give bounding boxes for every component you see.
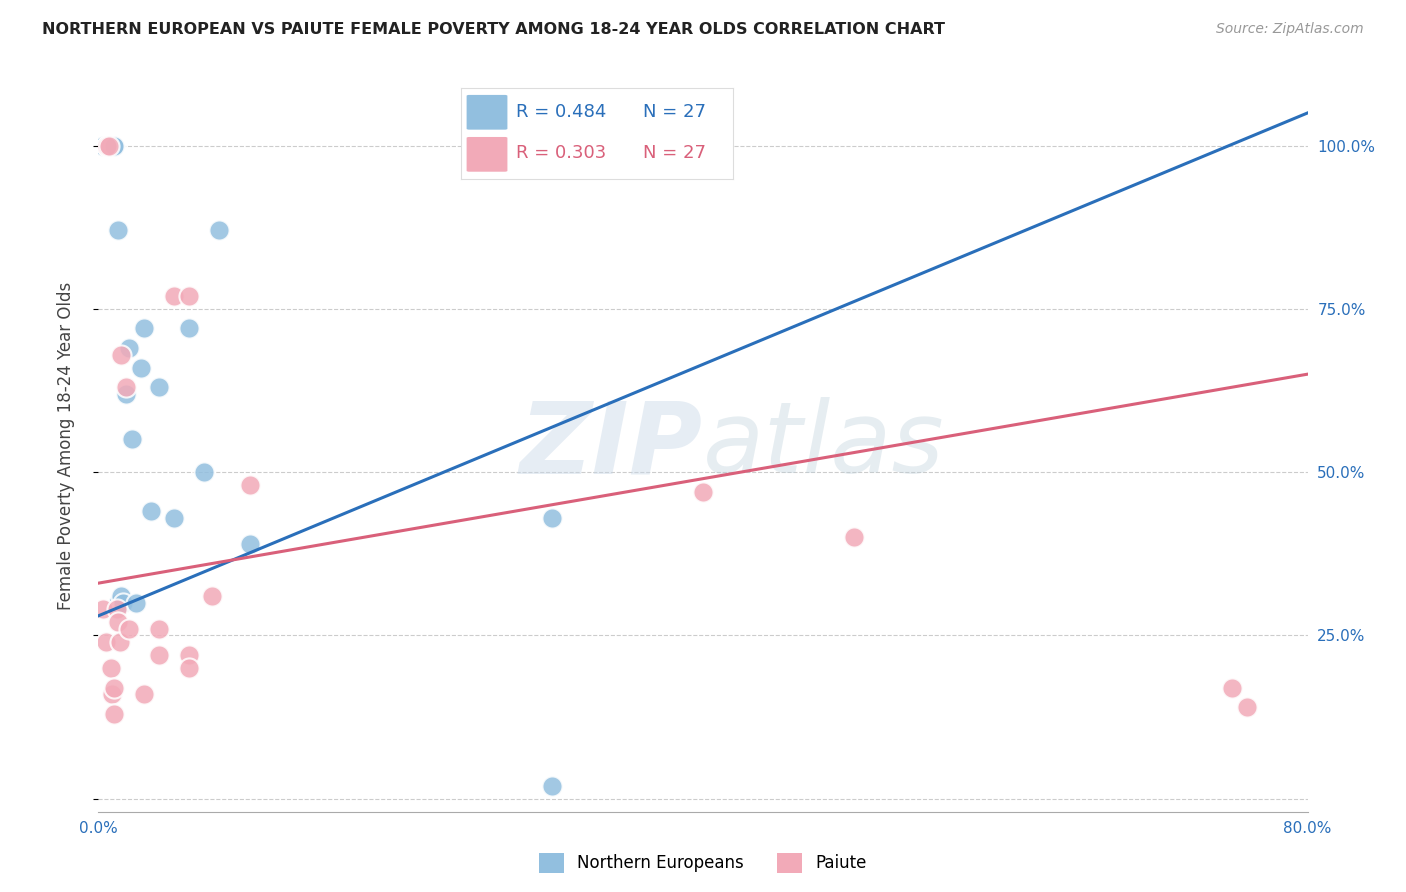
- Point: [98, 138, 121, 153]
- Legend: Northern Europeans, Paiute: Northern Europeans, Paiute: [533, 847, 873, 880]
- Point: [239, 537, 262, 551]
- Point: [118, 341, 141, 355]
- Point: [103, 138, 125, 153]
- Point: [163, 511, 186, 525]
- Text: NORTHERN EUROPEAN VS PAIUTE FEMALE POVERTY AMONG 18-24 YEAR OLDS CORRELATION CHA: NORTHERN EUROPEAN VS PAIUTE FEMALE POVER…: [42, 22, 945, 37]
- Point: [540, 779, 562, 793]
- Point: [103, 706, 125, 721]
- Point: [208, 223, 231, 237]
- Point: [239, 478, 262, 492]
- Point: [94, 635, 117, 649]
- Point: [114, 380, 136, 394]
- Point: [91, 138, 114, 153]
- Point: [100, 138, 122, 153]
- Point: [141, 504, 163, 518]
- Point: [148, 380, 170, 394]
- Point: [121, 433, 143, 447]
- Point: [129, 360, 152, 375]
- Point: [103, 138, 125, 153]
- Y-axis label: Female Poverty Among 18-24 Year Olds: Female Poverty Among 18-24 Year Olds: [56, 282, 75, 610]
- Point: [101, 687, 124, 701]
- Point: [179, 648, 201, 662]
- Point: [103, 681, 125, 695]
- Point: [105, 602, 128, 616]
- Point: [91, 602, 114, 616]
- Text: atlas: atlas: [703, 398, 945, 494]
- Point: [96, 138, 118, 153]
- Text: ZIP: ZIP: [520, 398, 703, 494]
- Point: [100, 138, 122, 153]
- Point: [148, 648, 170, 662]
- Point: [1236, 700, 1258, 714]
- Point: [1220, 681, 1243, 695]
- Point: [193, 465, 215, 479]
- Point: [114, 386, 136, 401]
- Point: [118, 622, 141, 636]
- Point: [540, 511, 562, 525]
- Point: [107, 615, 129, 630]
- Point: [96, 138, 118, 153]
- Point: [132, 687, 155, 701]
- Point: [111, 596, 134, 610]
- Point: [201, 589, 224, 603]
- Point: [103, 138, 125, 153]
- Point: [844, 530, 866, 544]
- Text: Source: ZipAtlas.com: Source: ZipAtlas.com: [1216, 22, 1364, 37]
- Point: [108, 635, 131, 649]
- Point: [179, 661, 201, 675]
- Point: [163, 289, 186, 303]
- Point: [110, 348, 132, 362]
- Point: [110, 589, 132, 603]
- Point: [107, 223, 129, 237]
- Point: [107, 596, 129, 610]
- Point: [96, 138, 118, 153]
- Point: [132, 321, 155, 335]
- Point: [179, 289, 201, 303]
- Point: [179, 321, 201, 335]
- Point: [100, 661, 122, 675]
- Point: [125, 596, 148, 610]
- Point: [692, 484, 714, 499]
- Point: [148, 622, 170, 636]
